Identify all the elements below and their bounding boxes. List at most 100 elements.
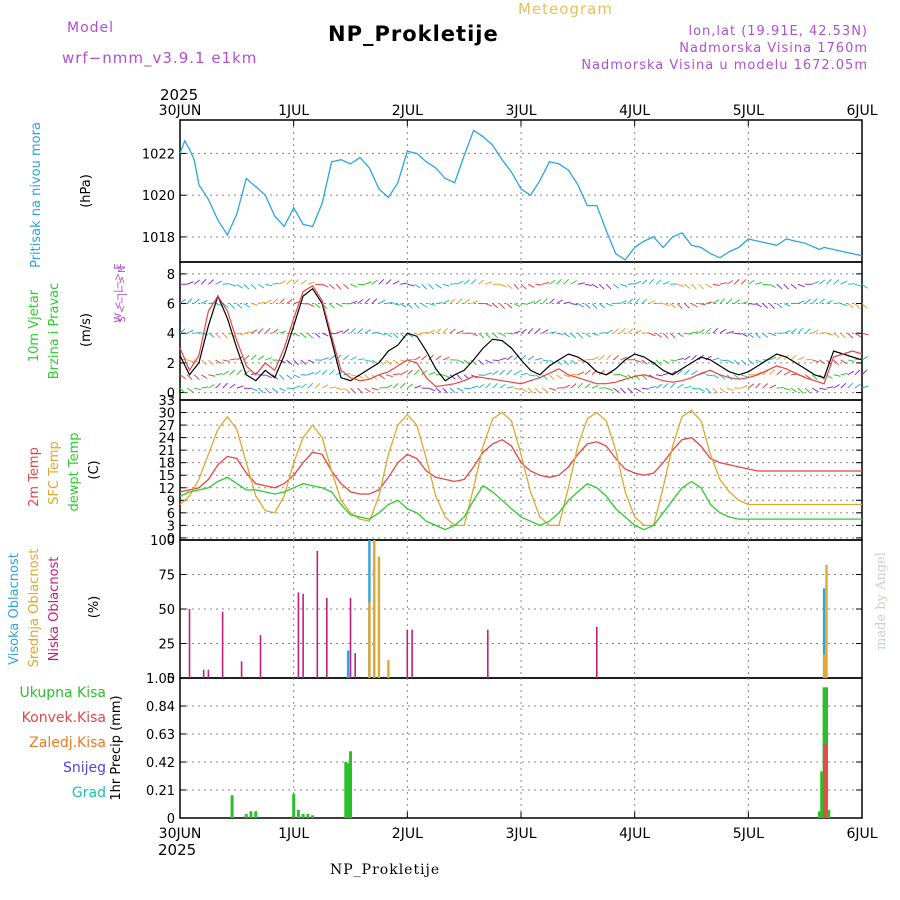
wind-vector [840, 382, 847, 389]
wind-vector [222, 359, 230, 362]
wind-vector [229, 369, 236, 376]
wind-vector [812, 281, 819, 285]
wind-vector [811, 298, 818, 304]
wind-vector [193, 374, 200, 380]
wind-vector [492, 303, 499, 309]
wind-vector [186, 374, 193, 381]
wind-vector [208, 332, 215, 338]
wind-vector [272, 298, 278, 304]
cloud-bar-mid [822, 654, 826, 678]
wind-vector [243, 370, 250, 376]
wind-vector [485, 281, 493, 285]
wind-vector [300, 332, 307, 339]
wind-vector [726, 280, 734, 285]
wind-vector [499, 332, 507, 337]
wind-vector [478, 359, 484, 365]
precip-bar-total [230, 795, 234, 818]
wind-vector [478, 332, 485, 338]
wind-vector [684, 332, 692, 335]
year-label-top: 2025 [160, 86, 198, 104]
wind-vector [854, 303, 861, 309]
wind-vector [471, 385, 479, 389]
wind-vector [471, 300, 478, 305]
wind-vector [790, 283, 797, 289]
wind-vector [741, 384, 748, 389]
wind-vector [499, 369, 505, 376]
wind-vector [691, 387, 699, 390]
wind-vector [378, 359, 385, 366]
wind-vector [236, 369, 243, 376]
wind-vector [755, 359, 763, 363]
wind-vector [279, 359, 287, 364]
wind-vector [769, 303, 775, 309]
day-label-top: 30JUN [159, 103, 202, 119]
precip-bar-total [817, 811, 821, 818]
wind-vector [378, 386, 386, 389]
wind-vector [556, 332, 564, 335]
wind-vector [847, 303, 854, 309]
wind-vector [293, 385, 301, 389]
wind-vector [435, 355, 442, 361]
wind-vector [449, 298, 456, 304]
wind-vector [769, 332, 777, 337]
wind-vector [549, 331, 557, 334]
wind-vector [272, 328, 279, 334]
wind-vector [229, 383, 236, 389]
wind-vector [790, 354, 797, 361]
wind-unit: (m/s) [79, 313, 94, 347]
wind-vector [740, 278, 747, 285]
cloud-bar-low [596, 626, 598, 678]
wind-vector [236, 303, 243, 309]
wind-vector [435, 302, 443, 305]
wind-vector [627, 387, 634, 394]
wind-vector [371, 387, 379, 391]
wind-vector [449, 328, 456, 334]
wind-vector [598, 283, 605, 290]
precip-bar-total [296, 810, 300, 818]
wind-vector [250, 303, 259, 306]
wind-vector [755, 303, 762, 308]
wind-vector [584, 283, 592, 286]
wind-vector [840, 373, 848, 376]
wind-vector [740, 359, 747, 366]
model-version: wrf−nmm_v3.9.1 e1km [62, 49, 258, 67]
wind-vector [336, 330, 344, 334]
wind-vector [300, 279, 307, 285]
wind-vector [208, 279, 214, 285]
wind-vector [492, 332, 499, 339]
wind-vector [357, 358, 365, 361]
ytick-label: 24 [158, 432, 175, 447]
wind-vector [243, 331, 251, 334]
wind-vector [655, 359, 662, 366]
wind-vector [606, 329, 613, 334]
wind-vector [854, 332, 862, 338]
wind-vector [293, 374, 301, 379]
wind-vector [513, 387, 521, 390]
wind-vector [350, 374, 358, 377]
ytick-label: 15 [158, 469, 175, 484]
wind-speed-line [179, 287, 863, 382]
wind-vector [179, 298, 186, 304]
wind-vector [790, 387, 797, 393]
ytick-label: 21 [158, 444, 175, 459]
temp-ylabel-2m: 2m Temp [27, 447, 42, 507]
wind-vector [563, 359, 569, 366]
wind-vector [456, 359, 464, 364]
wind-vector [783, 387, 791, 391]
ytick-label: 0 [167, 672, 175, 687]
wind-vector [819, 359, 826, 365]
wind-vector [250, 283, 257, 290]
wind-vector [314, 303, 321, 309]
wind-vector [719, 387, 726, 393]
wind-vector [676, 303, 683, 309]
wind-vector [343, 283, 350, 290]
station-title: NP_Prokletije [328, 22, 499, 46]
wind-vector [726, 359, 734, 364]
wind-vector [463, 298, 471, 304]
wind-vector [606, 303, 614, 307]
temp-line-0 [179, 436, 862, 495]
wind-vector [691, 303, 698, 308]
day-label-bottom: 4JUL [619, 826, 650, 842]
wind-vector [584, 303, 591, 309]
wind-vector [542, 329, 549, 334]
